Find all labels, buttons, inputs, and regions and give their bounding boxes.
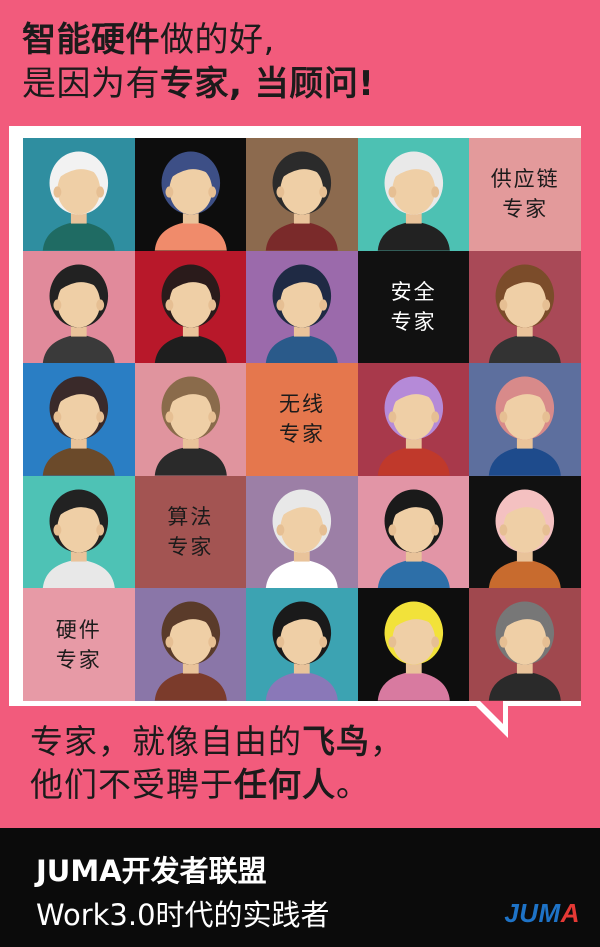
avatar-tile	[23, 250, 135, 364]
expert-label-tile: 无线 专家	[246, 363, 358, 476]
expert-label-text: 无线 专家	[278, 392, 325, 447]
avatar-icon	[377, 489, 450, 589]
quote-pre-1: 专家，就像自由的	[30, 722, 302, 761]
avatar-icon	[42, 376, 115, 476]
avatar-tile	[134, 250, 247, 364]
avatar-tile	[246, 475, 358, 589]
avatar-tile	[357, 588, 470, 701]
avatar-icon	[265, 601, 339, 701]
avatar-tile	[469, 588, 581, 701]
expert-label-text: 安全 专家	[390, 279, 437, 334]
expert-avatar-grid: 供应链 专家安全 专家无线 专家算法 专家硬件 专家	[23, 138, 581, 701]
avatar-tile	[357, 138, 470, 251]
avatar-icon	[154, 601, 227, 701]
avatar-tile	[23, 138, 135, 251]
avatar-icon	[42, 489, 115, 589]
quote: 专家，就像自由的飞鸟， 他们不受聘于任何人。	[30, 720, 570, 806]
headline-line-1: 智能硬件做的好,	[22, 18, 582, 62]
avatar-tile	[134, 588, 247, 701]
headline-rest-1: 做的好,	[160, 20, 275, 60]
avatar-tile	[357, 475, 470, 589]
avatar-tile	[23, 475, 135, 589]
avatar-icon	[377, 601, 450, 701]
avatar-icon	[154, 264, 227, 364]
quote-end-2: 。	[336, 765, 370, 804]
headline-bold-1: 智能硬件	[22, 20, 160, 60]
avatar-icon	[489, 264, 562, 364]
quote-end-1: ，	[370, 722, 404, 761]
footer-line-2: Work3.0时代的实践者	[36, 898, 330, 932]
quote-line-2: 他们不受聘于任何人。	[30, 763, 570, 806]
expert-label-tile: 安全 专家	[357, 250, 470, 364]
avatar-tile	[134, 363, 247, 476]
avatar-icon	[377, 151, 450, 251]
logo-blue-part: JUM	[504, 898, 561, 928]
speech-bubble-tail-inner	[479, 700, 503, 724]
expert-label-tile: 供应链 专家	[469, 138, 581, 251]
logo-red-part: A	[560, 898, 580, 928]
avatar-icon	[265, 489, 339, 589]
avatar-icon	[42, 264, 115, 364]
footer-bar: JUMA开发者联盟 Work3.0时代的实践者 JUMA	[0, 828, 600, 947]
avatar-icon	[489, 489, 562, 589]
headline: 智能硬件做的好, 是因为有专家, 当顾问!	[22, 18, 582, 106]
avatar-icon	[377, 376, 450, 476]
quote-pre-2: 他们不受聘于	[30, 765, 234, 804]
juma-logo: JUMA	[504, 898, 580, 929]
expert-label-text: 供应链 专家	[490, 167, 560, 222]
avatar-icon	[154, 376, 227, 476]
avatar-tile	[469, 363, 581, 476]
quote-bold-2: 任何人	[234, 765, 336, 804]
avatar-icon	[154, 151, 227, 251]
expert-label-text: 算法 专家	[167, 505, 214, 560]
headline-line-2: 是因为有专家, 当顾问!	[22, 62, 582, 106]
avatar-tile	[246, 250, 358, 364]
headline-pre-2: 是因为有	[22, 64, 160, 104]
avatar-tile	[134, 138, 247, 251]
expert-label-text: 硬件 专家	[55, 617, 102, 672]
headline-bold-2: 专家, 当顾问!	[160, 64, 375, 104]
avatar-tile	[23, 363, 135, 476]
quote-line-1: 专家，就像自由的飞鸟，	[30, 720, 570, 763]
avatar-tile	[469, 475, 581, 589]
avatar-icon	[265, 264, 339, 364]
avatar-tile	[246, 588, 358, 701]
avatar-icon	[265, 151, 339, 251]
quote-bold-1: 飞鸟	[302, 722, 370, 761]
avatar-tile	[469, 250, 581, 364]
avatar-icon	[489, 601, 562, 701]
expert-label-tile: 算法 专家	[134, 475, 247, 589]
avatar-tile	[246, 138, 358, 251]
avatar-tile	[357, 363, 470, 476]
avatar-icon	[489, 376, 562, 476]
avatar-icon	[42, 151, 115, 251]
footer-line-1: JUMA开发者联盟	[36, 854, 267, 888]
expert-label-tile: 硬件 专家	[23, 588, 135, 701]
